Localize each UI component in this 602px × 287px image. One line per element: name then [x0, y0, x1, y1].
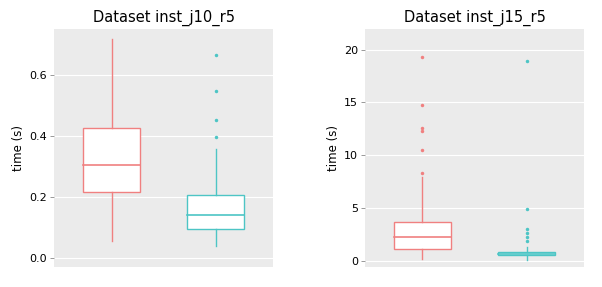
- Bar: [394, 222, 451, 249]
- Y-axis label: time (s): time (s): [327, 125, 340, 171]
- Bar: [498, 252, 555, 255]
- Bar: [187, 195, 244, 229]
- Title: Dataset inst_j15_r5: Dataset inst_j15_r5: [403, 10, 545, 26]
- Bar: [83, 128, 140, 192]
- Title: Dataset inst_j10_r5: Dataset inst_j10_r5: [93, 10, 235, 26]
- Y-axis label: time (s): time (s): [12, 125, 25, 171]
